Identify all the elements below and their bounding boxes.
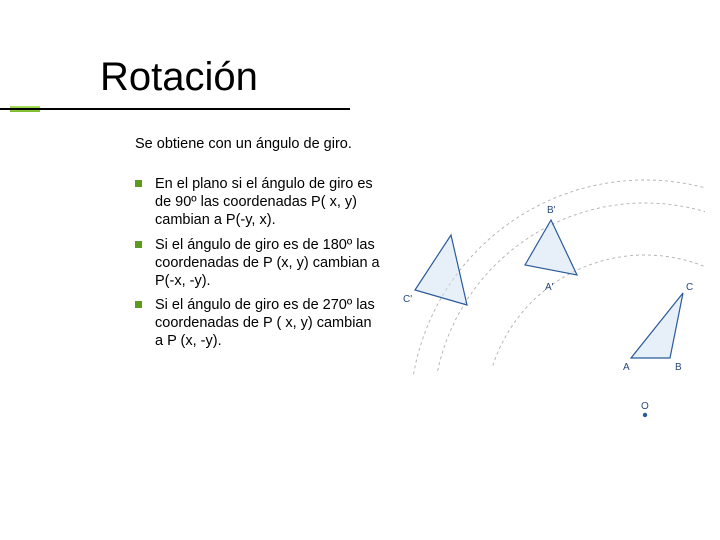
svg-text:C: C — [686, 282, 693, 293]
svg-text:B: B — [675, 362, 682, 373]
title-underline — [0, 108, 350, 110]
bullet-item: En el plano si el ángulo de giro es de 9… — [135, 175, 380, 229]
rotation-diagram: A B C A' B' C' O — [395, 170, 705, 430]
slide-title: Rotación — [100, 55, 258, 100]
svg-text:C': C' — [403, 294, 412, 305]
svg-text:B': B' — [547, 205, 556, 216]
svg-text:O: O — [641, 401, 649, 412]
intro-text: Se obtiene con un ángulo de giro. — [135, 135, 380, 153]
bullet-list: En el plano si el ángulo de giro es de 9… — [135, 175, 380, 350]
svg-text:A: A — [623, 362, 630, 373]
text-content: Se obtiene con un ángulo de giro. En el … — [135, 135, 380, 356]
bullet-item: Si el ángulo de giro es de 270º las coor… — [135, 296, 380, 350]
title-block: Rotación — [100, 55, 258, 100]
svg-text:A': A' — [545, 282, 554, 293]
bullet-item: Si el ángulo de giro es de 180º las coor… — [135, 236, 380, 290]
